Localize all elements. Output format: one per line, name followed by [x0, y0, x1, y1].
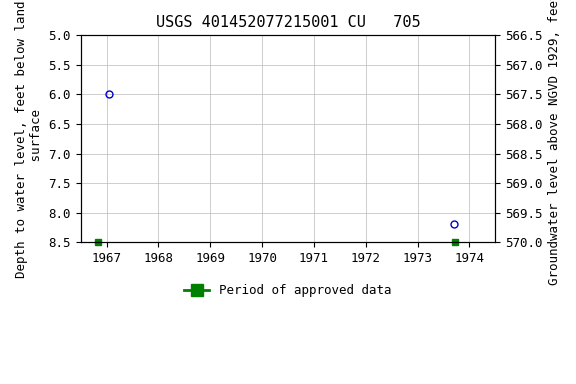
- Title: USGS 401452077215001 CU   705: USGS 401452077215001 CU 705: [156, 15, 420, 30]
- Y-axis label: Depth to water level, feet below land
 surface: Depth to water level, feet below land su…: [15, 0, 43, 278]
- Y-axis label: Groundwater level above NGVD 1929, feet: Groundwater level above NGVD 1929, feet: [548, 0, 561, 285]
- Legend: Period of approved data: Period of approved data: [179, 279, 397, 302]
